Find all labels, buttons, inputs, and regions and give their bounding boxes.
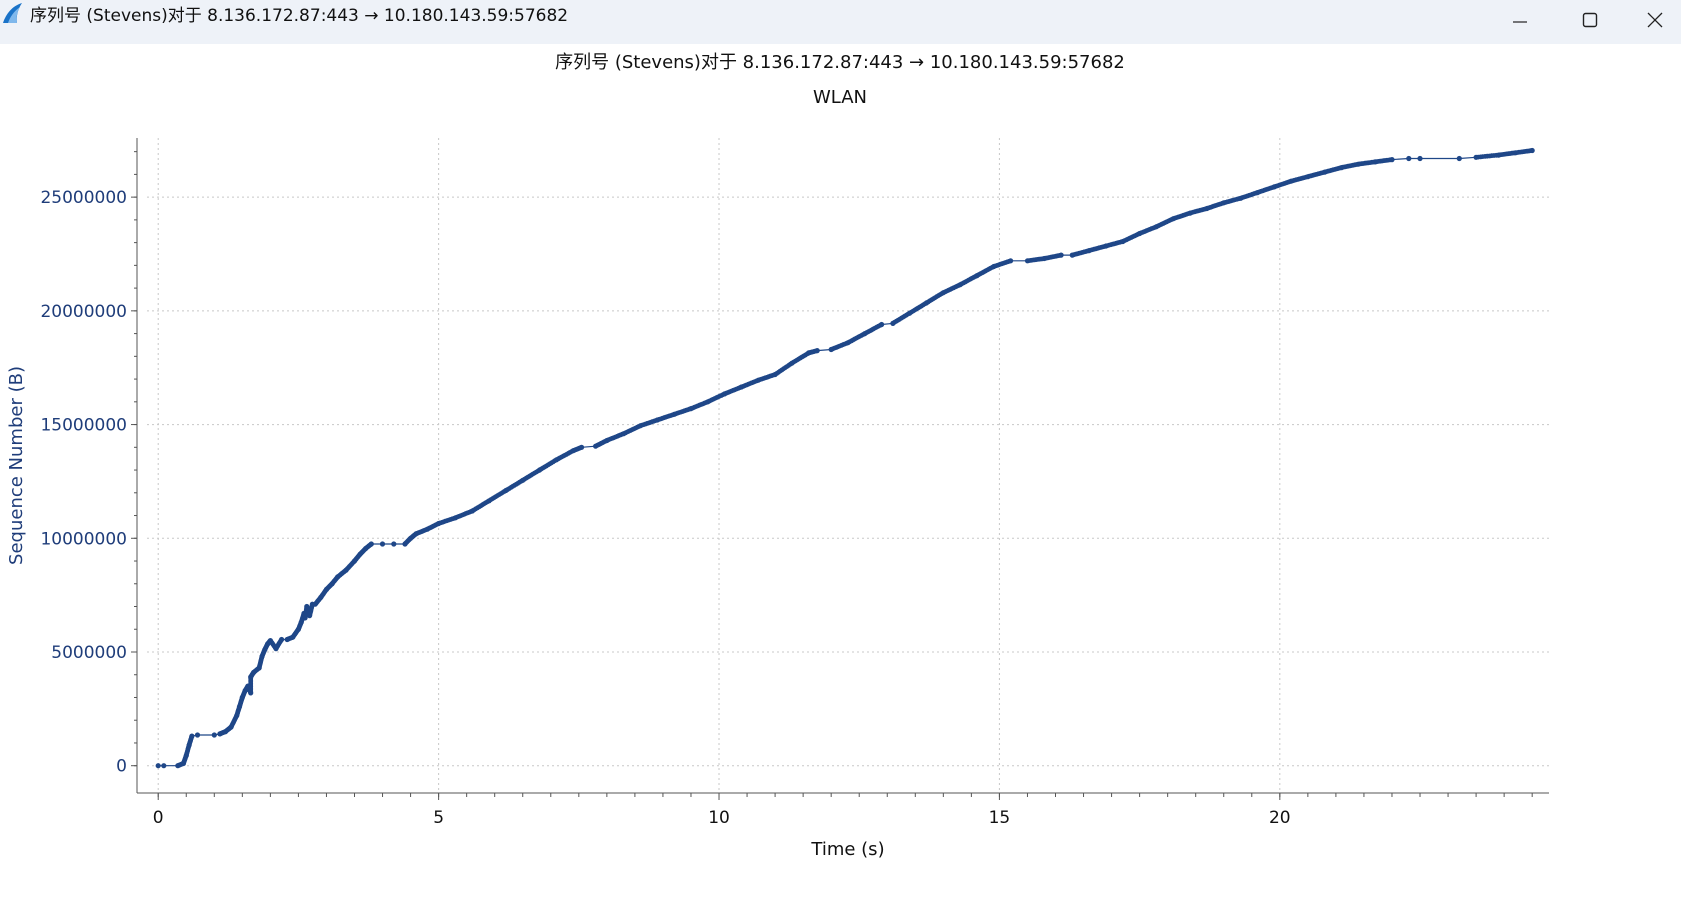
x-tick-label: 15 — [989, 808, 1011, 828]
data-point — [1389, 157, 1395, 163]
data-point — [1406, 155, 1412, 162]
data-point — [1529, 147, 1535, 154]
y-tick-label: 10000000 — [40, 529, 127, 549]
maximize-button[interactable] — [1560, 0, 1620, 40]
x-axis-title: Time (s) — [810, 839, 884, 860]
close-icon — [1647, 12, 1663, 28]
data-point — [1417, 155, 1423, 162]
x-tick-label: 20 — [1269, 808, 1291, 828]
series-sequence — [155, 147, 1535, 769]
data-point — [579, 444, 585, 450]
y-tick-label: 5000000 — [51, 643, 127, 663]
data-point — [379, 541, 386, 547]
data-point — [155, 763, 161, 769]
stevens-graph[interactable]: 序列号 (Stevens)对于 8.136.172.87:443 → 10.18… — [4, 48, 1681, 920]
y-axis-title: Sequence Number (B) — [6, 366, 27, 565]
data-point — [391, 541, 397, 547]
y-tick-label: 15000000 — [40, 416, 127, 436]
data-point — [1008, 258, 1014, 264]
maximize-icon — [1582, 12, 1598, 28]
x-tick-label: 0 — [153, 808, 164, 828]
grid-lines — [147, 138, 1549, 793]
data-point — [161, 763, 167, 769]
y-tick-label: 20000000 — [40, 302, 127, 322]
data-point — [279, 636, 285, 643]
data-point — [879, 321, 885, 328]
close-button[interactable] — [1625, 0, 1681, 40]
data-point — [194, 732, 201, 738]
y-tick-label: 0 — [116, 757, 127, 777]
data-point — [189, 733, 195, 739]
x-tick-label: 10 — [708, 808, 730, 828]
series-line — [158, 149, 1533, 767]
data-point — [1058, 252, 1064, 258]
window-title: 序列号 (Stevens)对于 8.136.172.87:443 → 10.18… — [30, 6, 569, 26]
wireshark-fin-icon — [3, 3, 22, 23]
minimize-icon — [1513, 21, 1527, 23]
x-tick-label: 5 — [433, 808, 444, 828]
chart-subtitle: WLAN — [813, 87, 867, 108]
chart-title: 序列号 (Stevens)对于 8.136.172.87:443 → 10.18… — [555, 52, 1125, 73]
data-point — [814, 348, 820, 354]
graph-client-area: 序列号 (Stevens)对于 8.136.172.87:443 → 10.18… — [4, 48, 1681, 920]
data-point — [1456, 155, 1462, 162]
data-point — [368, 541, 374, 547]
y-tick-label: 25000000 — [40, 188, 127, 208]
window-titlebar: 序列号 (Stevens)对于 8.136.172.87:443 → 10.18… — [0, 0, 1681, 44]
minimize-button[interactable] — [1490, 0, 1550, 40]
data-point — [211, 732, 217, 738]
axes: 0 5000000 10000000 15000000 20000000 25000000… — [40, 138, 1549, 828]
